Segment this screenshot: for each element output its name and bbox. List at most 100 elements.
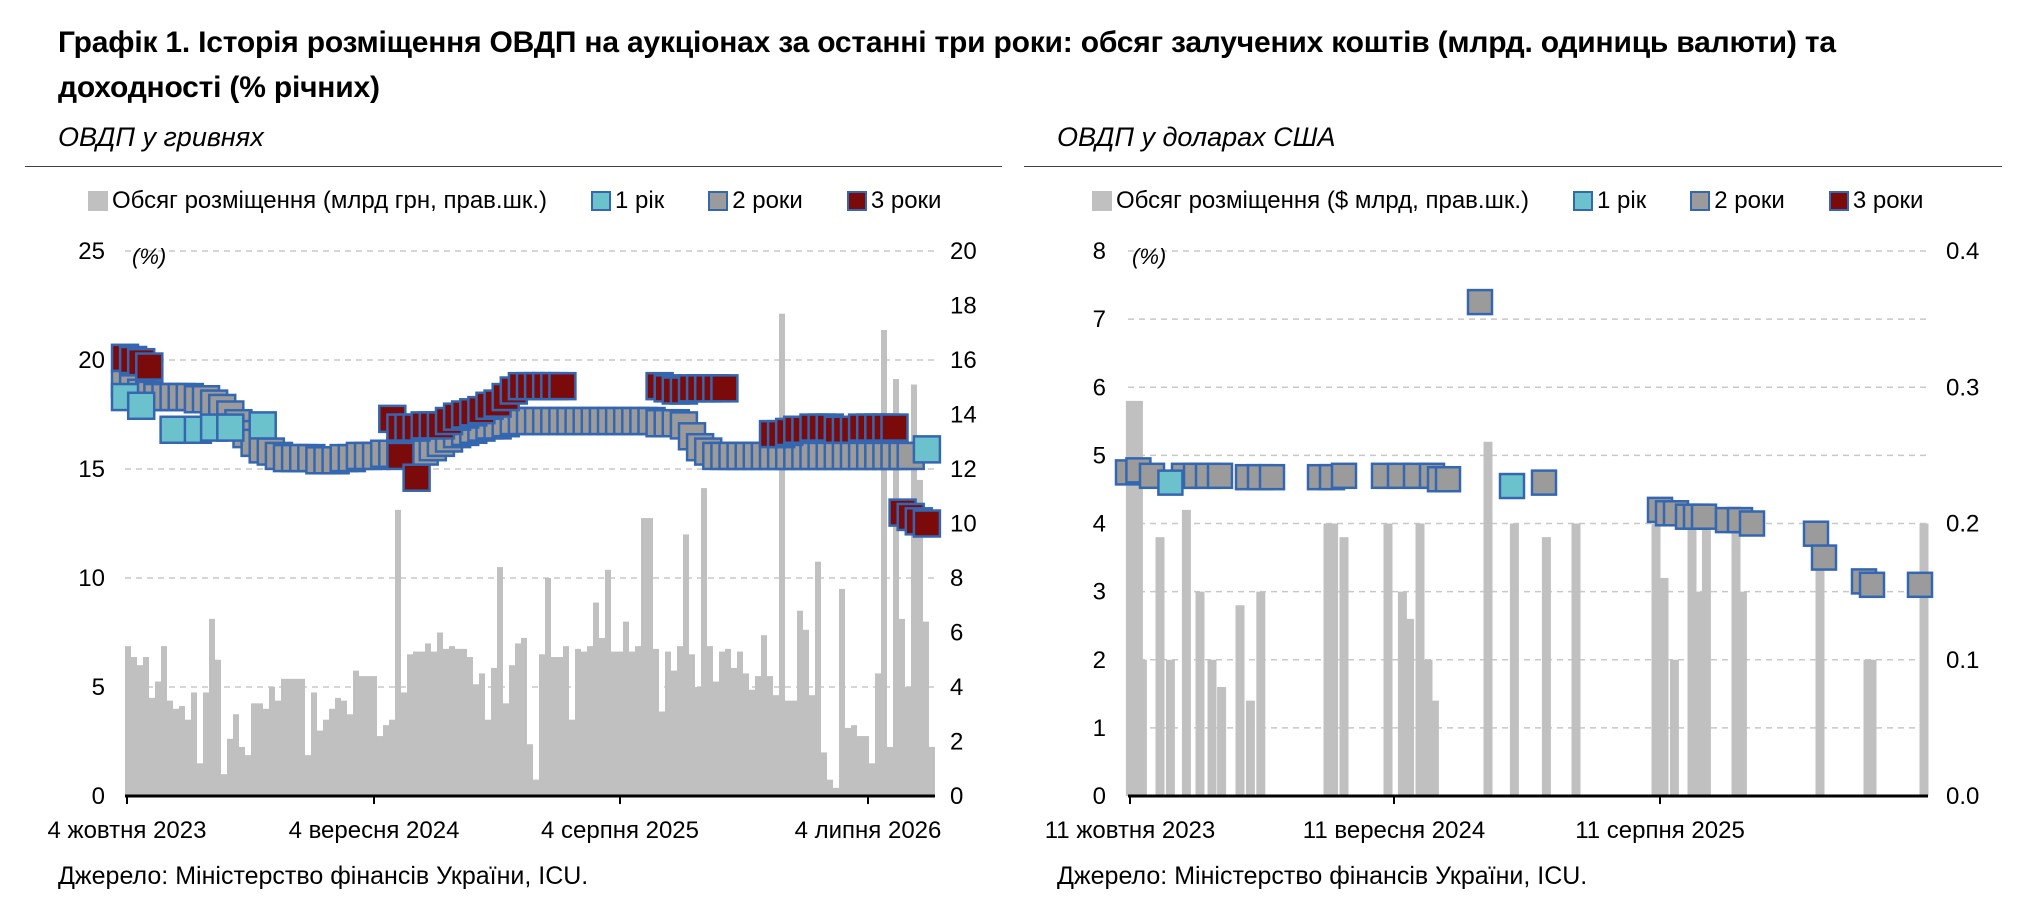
volume-bar <box>767 676 773 796</box>
volume-bar <box>257 703 263 796</box>
volume-bar <box>731 667 737 796</box>
volume-bar <box>677 646 683 796</box>
volume-bar <box>833 787 839 796</box>
volume-bar <box>593 602 599 796</box>
y-right-tick-label: 20 <box>950 238 977 265</box>
legend-label-3y-usd: 3 роки <box>1852 187 1924 214</box>
volume-bar <box>353 670 359 796</box>
yield-marker <box>1466 288 1494 316</box>
volume-bar <box>821 752 827 796</box>
volume-bar <box>365 676 371 796</box>
volume-bar <box>125 646 131 796</box>
volume-bar <box>533 779 539 796</box>
volume-bar <box>1256 591 1266 796</box>
legend-label-volume-usd: Обсяг розміщення ($ млрд, прав.шк.) <box>1116 187 1529 214</box>
legend-swatch-1y-usd <box>1573 191 1593 211</box>
volume-bar <box>305 755 311 796</box>
yield-marker <box>912 435 942 464</box>
volume-bar <box>629 651 635 796</box>
volume-bar <box>419 651 425 796</box>
y-left-tick-label: 2 <box>1093 647 1106 674</box>
volume-bar <box>1509 523 1519 796</box>
volume-bar <box>143 657 149 796</box>
volume-bar <box>563 646 569 796</box>
volume-bar <box>401 692 407 796</box>
volume-bar <box>209 618 215 796</box>
volume-bar <box>503 703 509 796</box>
volume-bar <box>545 578 551 796</box>
volume-bar <box>635 646 641 796</box>
volume-bar <box>383 725 389 796</box>
volume-bar <box>881 330 887 796</box>
volume-bar <box>911 384 917 796</box>
y-left-tick-label: 5 <box>92 674 105 701</box>
volume-bar <box>695 687 701 796</box>
volume-bar <box>1235 605 1245 796</box>
yield-marker <box>1258 463 1286 491</box>
y-right-tick-label: 6 <box>950 620 963 647</box>
yield-marker <box>912 509 942 538</box>
volume-bar <box>1423 659 1433 796</box>
left-panel-title: ОВДП у гривнях <box>58 122 264 152</box>
volume-bar <box>773 695 779 796</box>
y-right-tick-label: 0.1 <box>1946 647 1979 674</box>
volume-bar <box>1659 578 1669 796</box>
volume-bar <box>491 667 497 796</box>
volume-bar <box>359 676 365 796</box>
volume-bar <box>713 681 719 796</box>
volume-bar <box>791 700 797 796</box>
volume-bar <box>641 518 647 796</box>
y-left-tick-label: 20 <box>78 347 105 374</box>
legend-swatch-volume <box>88 191 108 211</box>
volume-bar <box>1415 523 1425 796</box>
volume-bar <box>905 687 911 796</box>
volume-bar <box>329 708 335 796</box>
legend-item-3y: 3 роки <box>846 187 941 215</box>
yield-marker <box>1498 472 1526 500</box>
volume-bar <box>131 657 137 796</box>
yield-marker <box>1690 503 1718 530</box>
volume-bar <box>203 692 209 796</box>
y-left-tick-label: 3 <box>1093 579 1106 606</box>
volume-bar <box>845 727 851 796</box>
volume-bar <box>425 643 431 796</box>
y-right-tick-label: 10 <box>950 511 977 538</box>
volume-bar <box>689 654 695 796</box>
volume-bar <box>1483 441 1493 796</box>
yield-marker <box>135 352 164 381</box>
volume-bar <box>1217 687 1227 796</box>
volume-bar <box>497 567 503 796</box>
volume-bar <box>509 665 515 796</box>
volume-bar <box>1339 537 1349 796</box>
volume-bar <box>671 670 677 796</box>
x-tick-label: 11 жовтня 2023 <box>1045 817 1216 844</box>
left-legend: Обсяг розміщення (млрд грн, прав.шк.) 1 … <box>88 186 985 216</box>
y-right-tick-label: 0.2 <box>1946 511 1979 538</box>
volume-bar <box>437 632 443 796</box>
left-source-note: Джерело: Міністерство фінансів України, … <box>58 862 589 890</box>
volume-bar <box>521 637 527 796</box>
volume-bar <box>281 678 287 796</box>
volume-bar <box>683 534 689 796</box>
volume-bar <box>659 711 665 796</box>
legend-label-1y-usd: 1 рік <box>1597 187 1647 214</box>
legend-label-volume: Обсяг розміщення (млрд грн, прав.шк.) <box>112 187 547 214</box>
legend-swatch-2y <box>708 191 729 211</box>
volume-bar <box>797 610 803 796</box>
yield-marker <box>1330 462 1358 490</box>
volume-bar <box>227 738 233 796</box>
volume-bar <box>863 736 869 796</box>
legend-swatch-3y <box>846 191 867 211</box>
legend-swatch-1y <box>591 191 611 211</box>
volume-bar <box>149 697 155 796</box>
volume-bar <box>875 673 881 796</box>
volume-bar <box>191 692 197 796</box>
legend-item-3y-usd: 3 роки <box>1828 187 1924 215</box>
volume-bar <box>815 561 821 796</box>
volume-bar <box>1397 591 1407 796</box>
volume-bar <box>737 651 743 796</box>
volume-bar <box>485 719 491 796</box>
volume-bar <box>263 708 269 796</box>
yield-marker <box>1157 469 1184 496</box>
volume-bar <box>293 678 299 796</box>
